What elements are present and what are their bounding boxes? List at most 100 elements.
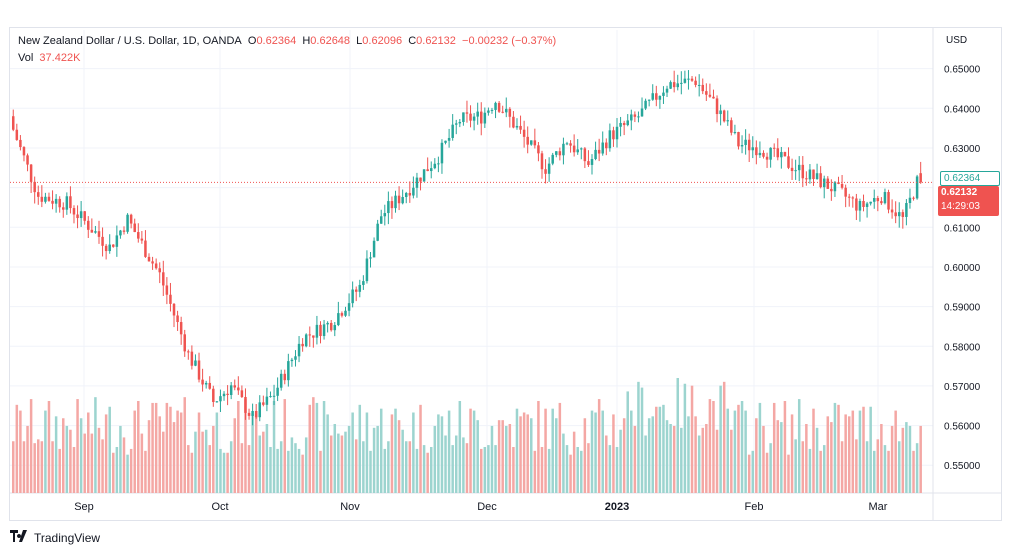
volume-bar	[497, 420, 501, 493]
volume-bar	[558, 402, 562, 493]
volume-bar	[72, 447, 76, 493]
volume-bar	[647, 418, 651, 493]
candle-body	[40, 196, 44, 202]
volume-bar	[633, 425, 637, 493]
candle-body	[222, 393, 226, 397]
close-price-text: 0.62132	[941, 187, 978, 198]
y-tick-label: 0.65000	[944, 65, 981, 76]
candle-body	[508, 108, 512, 117]
candle-body	[658, 95, 662, 100]
candle-body	[772, 147, 776, 149]
volume-bar	[244, 399, 247, 493]
low-label: L	[356, 35, 363, 47]
candle-body	[783, 152, 787, 157]
volume-bar	[637, 381, 640, 493]
candle-body	[101, 236, 104, 246]
candle-body	[758, 152, 762, 156]
volume-bar	[151, 402, 154, 493]
candle-body	[833, 182, 837, 192]
candle-body	[705, 91, 708, 95]
volume-bar	[622, 418, 626, 493]
volume-bar	[590, 410, 594, 493]
candle-body	[558, 151, 562, 156]
candle-body	[472, 116, 476, 121]
volume-bar	[404, 441, 408, 493]
candle-body	[880, 201, 883, 204]
candle-body	[562, 143, 565, 156]
candle-body	[719, 110, 722, 115]
volume-bar	[287, 450, 290, 493]
volume-bar	[851, 410, 855, 493]
candle-body	[287, 361, 290, 381]
volume-bar	[462, 437, 465, 493]
volume-bar	[480, 448, 483, 493]
candle-body	[487, 110, 490, 113]
volume-bar	[101, 439, 104, 493]
volume-bar	[208, 445, 211, 493]
volume-bar	[365, 412, 369, 493]
candle-body	[269, 396, 272, 398]
volume-bar	[76, 399, 79, 493]
volume-bar	[855, 439, 858, 493]
candle-body	[347, 303, 351, 311]
candle-body	[644, 100, 647, 109]
volume-bar	[515, 408, 519, 493]
candle-body	[515, 125, 519, 128]
volume-bar	[576, 447, 579, 493]
candle-body	[122, 230, 126, 232]
candle-body	[104, 245, 108, 252]
candle-body	[876, 198, 880, 202]
candle-body	[112, 244, 115, 247]
candle-body	[447, 137, 451, 141]
volume-bar	[915, 443, 919, 493]
volume-bar	[272, 401, 276, 493]
volume-bar	[887, 450, 890, 493]
y-tick-label: 0.64000	[944, 104, 981, 115]
volume-bar	[351, 412, 354, 493]
candle-body	[601, 142, 604, 154]
volume-bar	[369, 450, 372, 493]
candle-body	[737, 132, 740, 147]
volume-bar	[440, 416, 444, 493]
candle-body	[830, 188, 833, 192]
candle-body	[176, 315, 179, 323]
candle-body	[505, 108, 508, 113]
volume-bar	[483, 447, 487, 493]
candle-body	[201, 379, 204, 385]
volume-bar	[133, 410, 136, 493]
candle-body	[415, 177, 419, 188]
candle-body	[494, 102, 497, 110]
volume-bar	[112, 452, 115, 493]
volume-bar	[326, 414, 329, 493]
candle-body	[62, 207, 65, 210]
candle-body	[812, 169, 815, 180]
volume-bar	[47, 401, 51, 493]
candle-body	[651, 93, 654, 100]
volume-bar	[269, 447, 272, 493]
volume-bar	[908, 425, 912, 493]
volume-bar	[765, 452, 769, 493]
volume-bar	[826, 416, 830, 493]
candle-body	[304, 334, 308, 347]
volume-bar	[240, 443, 244, 493]
candle-body	[79, 211, 83, 219]
candle-body	[215, 401, 219, 403]
volume-bar	[783, 401, 787, 493]
volume-bar	[476, 420, 479, 493]
candle-body	[383, 213, 387, 217]
volume-bar	[665, 420, 669, 493]
candle-body	[54, 198, 58, 204]
volume-bar	[422, 445, 426, 493]
open-label: O	[247, 35, 257, 47]
volume-bar	[372, 427, 376, 493]
candle-body	[394, 195, 397, 209]
volume-bar	[580, 450, 583, 493]
candle-body	[544, 169, 547, 174]
candle-body	[540, 153, 544, 170]
volume-bar	[454, 435, 458, 493]
x-tick-label: Nov	[340, 501, 360, 513]
candle-body	[733, 132, 737, 134]
candle-body	[615, 126, 619, 140]
brand[interactable]: TradingView	[10, 530, 100, 545]
